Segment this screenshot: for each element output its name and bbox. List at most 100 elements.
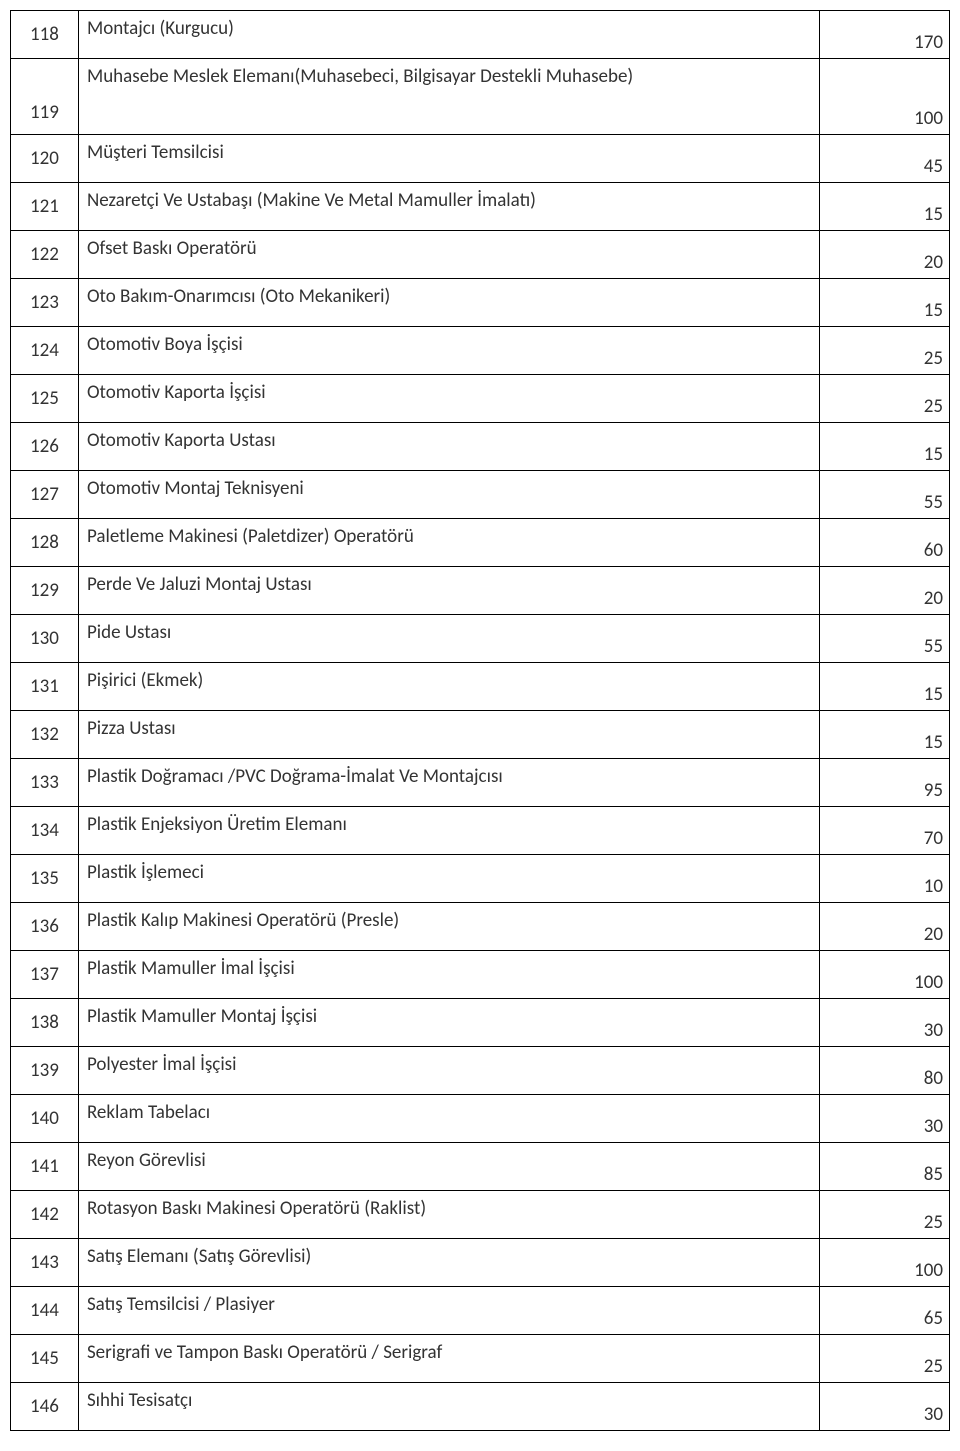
row-value: 15 (820, 423, 950, 471)
row-value: 55 (820, 471, 950, 519)
row-value: 20 (820, 231, 950, 279)
row-number: 133 (11, 759, 79, 807)
row-value: 80 (820, 1047, 950, 1095)
row-number: 139 (11, 1047, 79, 1095)
row-number: 137 (11, 951, 79, 999)
row-value: 25 (820, 327, 950, 375)
row-description: Rotasyon Baskı Makinesi Operatörü (Rakli… (78, 1191, 819, 1239)
row-value: 55 (820, 615, 950, 663)
table-row: 131Pişirici (Ekmek)15 (11, 663, 950, 711)
row-number: 119 (11, 59, 79, 135)
table-row: 123Oto Bakım-Onarımcısı (Oto Mekanikeri)… (11, 279, 950, 327)
row-number: 125 (11, 375, 79, 423)
row-number: 129 (11, 567, 79, 615)
row-value: 10 (820, 855, 950, 903)
row-description: Montajcı (Kurgucu) (78, 11, 819, 59)
row-number: 140 (11, 1095, 79, 1143)
row-value: 15 (820, 663, 950, 711)
table-row: 128Paletleme Makinesi (Paletdizer) Opera… (11, 519, 950, 567)
row-description: Plastik Kalıp Makinesi Operatörü (Presle… (78, 903, 819, 951)
occupation-table: 118Montajcı (Kurgucu)170119Muhasebe Mesl… (10, 10, 950, 1431)
row-description: Satış Elemanı (Satış Görevlisi) (78, 1239, 819, 1287)
row-description: Otomotiv Kaporta Ustası (78, 423, 819, 471)
table-row: 139Polyester İmal İşçisi80 (11, 1047, 950, 1095)
row-number: 126 (11, 423, 79, 471)
row-value: 100 (820, 951, 950, 999)
row-number: 138 (11, 999, 79, 1047)
row-value: 25 (820, 1191, 950, 1239)
table-row: 120Müşteri Temsilcisi45 (11, 135, 950, 183)
row-value: 30 (820, 1095, 950, 1143)
row-number: 145 (11, 1335, 79, 1383)
row-value: 15 (820, 183, 950, 231)
row-value: 25 (820, 1335, 950, 1383)
table-row: 135Plastik İşlemeci10 (11, 855, 950, 903)
row-value: 15 (820, 279, 950, 327)
table-row: 146Sıhhi Tesisatçı30 (11, 1383, 950, 1431)
row-number: 127 (11, 471, 79, 519)
row-value: 100 (820, 1239, 950, 1287)
row-number: 130 (11, 615, 79, 663)
row-description: Plastik Doğramacı /PVC Doğrama-İmalat Ve… (78, 759, 819, 807)
table-row: 132Pizza Ustası15 (11, 711, 950, 759)
row-number: 123 (11, 279, 79, 327)
table-row: 121Nezaretçi Ve Ustabaşı (Makine Ve Meta… (11, 183, 950, 231)
row-description: Plastik Mamuller Montaj İşçisi (78, 999, 819, 1047)
table-row: 141Reyon Görevlisi85 (11, 1143, 950, 1191)
row-value: 25 (820, 375, 950, 423)
row-description: Reklam Tabelacı (78, 1095, 819, 1143)
table-row: 144Satış Temsilcisi / Plasiyer65 (11, 1287, 950, 1335)
row-number: 142 (11, 1191, 79, 1239)
table-row: 143Satış Elemanı (Satış Görevlisi)100 (11, 1239, 950, 1287)
row-number: 143 (11, 1239, 79, 1287)
row-value: 70 (820, 807, 950, 855)
table-row: 118Montajcı (Kurgucu)170 (11, 11, 950, 59)
row-number: 131 (11, 663, 79, 711)
row-value: 60 (820, 519, 950, 567)
table-row: 136Plastik Kalıp Makinesi Operatörü (Pre… (11, 903, 950, 951)
row-description: Plastik Mamuller İmal İşçisi (78, 951, 819, 999)
row-value: 30 (820, 1383, 950, 1431)
row-description: Paletleme Makinesi (Paletdizer) Operatör… (78, 519, 819, 567)
table-row: 130Pide Ustası55 (11, 615, 950, 663)
row-number: 121 (11, 183, 79, 231)
row-number: 118 (11, 11, 79, 59)
row-description: Plastik Enjeksiyon Üretim Elemanı (78, 807, 819, 855)
occupation-table-body: 118Montajcı (Kurgucu)170119Muhasebe Mesl… (11, 11, 950, 1431)
row-description: Polyester İmal İşçisi (78, 1047, 819, 1095)
row-description: Pide Ustası (78, 615, 819, 663)
row-description: Otomotiv Kaporta İşçisi (78, 375, 819, 423)
table-row: 133Plastik Doğramacı /PVC Doğrama-İmalat… (11, 759, 950, 807)
row-number: 122 (11, 231, 79, 279)
row-value: 65 (820, 1287, 950, 1335)
table-row: 127Otomotiv Montaj Teknisyeni55 (11, 471, 950, 519)
table-row: 129Perde Ve Jaluzi Montaj Ustası20 (11, 567, 950, 615)
table-row: 140Reklam Tabelacı30 (11, 1095, 950, 1143)
occupation-table-container: 118Montajcı (Kurgucu)170119Muhasebe Mesl… (10, 10, 950, 1431)
row-description: Serigrafi ve Tampon Baskı Operatörü / Se… (78, 1335, 819, 1383)
row-number: 146 (11, 1383, 79, 1431)
row-description: Oto Bakım-Onarımcısı (Oto Mekanikeri) (78, 279, 819, 327)
row-value: 100 (820, 59, 950, 135)
row-description: Reyon Görevlisi (78, 1143, 819, 1191)
row-description: Satış Temsilcisi / Plasiyer (78, 1287, 819, 1335)
table-row: 119Muhasebe Meslek Elemanı(Muhasebeci, B… (11, 59, 950, 135)
row-description: Müşteri Temsilcisi (78, 135, 819, 183)
row-value: 15 (820, 711, 950, 759)
row-description: Plastik İşlemeci (78, 855, 819, 903)
row-value: 170 (820, 11, 950, 59)
row-number: 144 (11, 1287, 79, 1335)
row-description: Muhasebe Meslek Elemanı(Muhasebeci, Bilg… (78, 59, 819, 135)
row-number: 136 (11, 903, 79, 951)
row-number: 134 (11, 807, 79, 855)
row-number: 120 (11, 135, 79, 183)
row-description: Otomotiv Boya İşçisi (78, 327, 819, 375)
row-number: 141 (11, 1143, 79, 1191)
row-description: Otomotiv Montaj Teknisyeni (78, 471, 819, 519)
row-value: 30 (820, 999, 950, 1047)
row-description: Pizza Ustası (78, 711, 819, 759)
row-number: 132 (11, 711, 79, 759)
row-description: Nezaretçi Ve Ustabaşı (Makine Ve Metal M… (78, 183, 819, 231)
row-number: 128 (11, 519, 79, 567)
table-row: 138Plastik Mamuller Montaj İşçisi30 (11, 999, 950, 1047)
